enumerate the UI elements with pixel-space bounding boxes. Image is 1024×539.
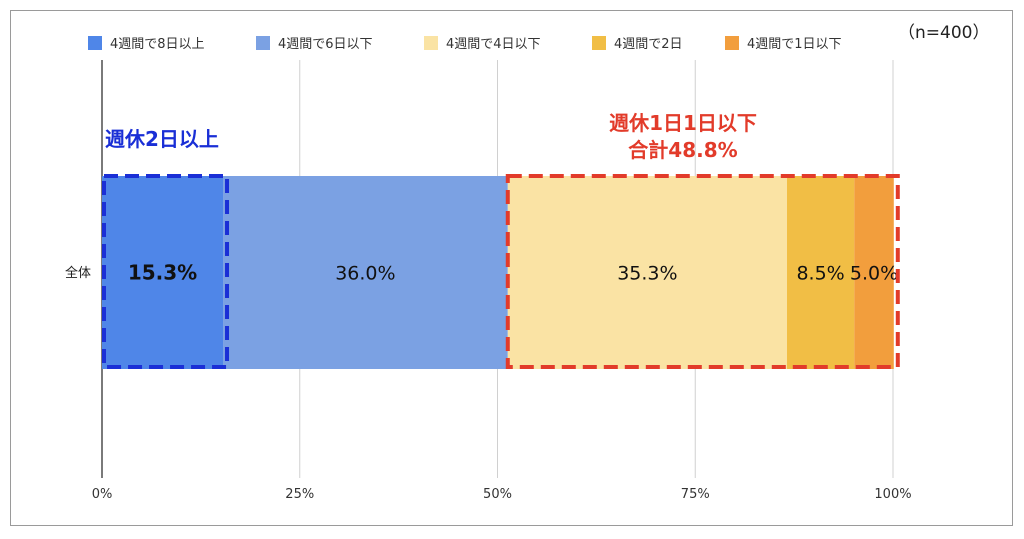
- x-tick-label: 75%: [681, 487, 710, 502]
- data-label: 5.0%: [850, 263, 898, 285]
- category-label: 全体: [65, 265, 91, 281]
- legend-label: 4週間で6日以下: [278, 37, 373, 52]
- bars: [102, 176, 894, 369]
- x-tick-label: 100%: [874, 487, 911, 502]
- highlight-box-left: [102, 174, 230, 369]
- data-label: 8.5%: [796, 263, 844, 285]
- legend-label: 4週間で8日以上: [110, 37, 205, 52]
- x-tick-label: 25%: [285, 487, 314, 502]
- x-tick-label: 50%: [483, 487, 512, 502]
- bar-labels: 15.3% 36.0% 35.3% 8.5% 5.0%: [128, 261, 898, 285]
- legend: 4週間で8日以上 4週間で6日以下 4週間で4日以下 4週間で2日 4週間で1日以下: [88, 36, 842, 52]
- annotation-right-line1: 週休1日1日以下: [609, 111, 757, 135]
- x-axis-ticks: 0% 25% 50% 75% 100% 全体: [65, 265, 912, 502]
- legend-swatch: [592, 36, 606, 50]
- annotation-right-line2: 合計48.8%: [628, 138, 737, 162]
- legend-swatch: [88, 36, 102, 50]
- legend-swatch: [424, 36, 438, 50]
- bar-segment: [223, 176, 508, 369]
- bar-segment: [787, 176, 855, 369]
- legend-label: 4週間で1日以下: [747, 37, 842, 52]
- x-tick-label: 0%: [92, 487, 113, 502]
- bar-segment: [507, 176, 788, 369]
- bar-segment: [854, 176, 894, 369]
- legend-label: 4週間で4日以下: [446, 37, 541, 52]
- legend-swatch: [725, 36, 739, 50]
- data-label: 35.3%: [617, 263, 677, 285]
- legend-swatch: [256, 36, 270, 50]
- data-label: 15.3%: [128, 261, 197, 285]
- highlight-box-right: [505, 174, 900, 369]
- sample-size-label: （n=400）: [898, 23, 989, 43]
- data-label: 36.0%: [335, 263, 395, 285]
- legend-label: 4週間で2日: [614, 37, 683, 52]
- bar-segment: [102, 176, 224, 369]
- annotation-left: 週休2日以上: [105, 127, 219, 151]
